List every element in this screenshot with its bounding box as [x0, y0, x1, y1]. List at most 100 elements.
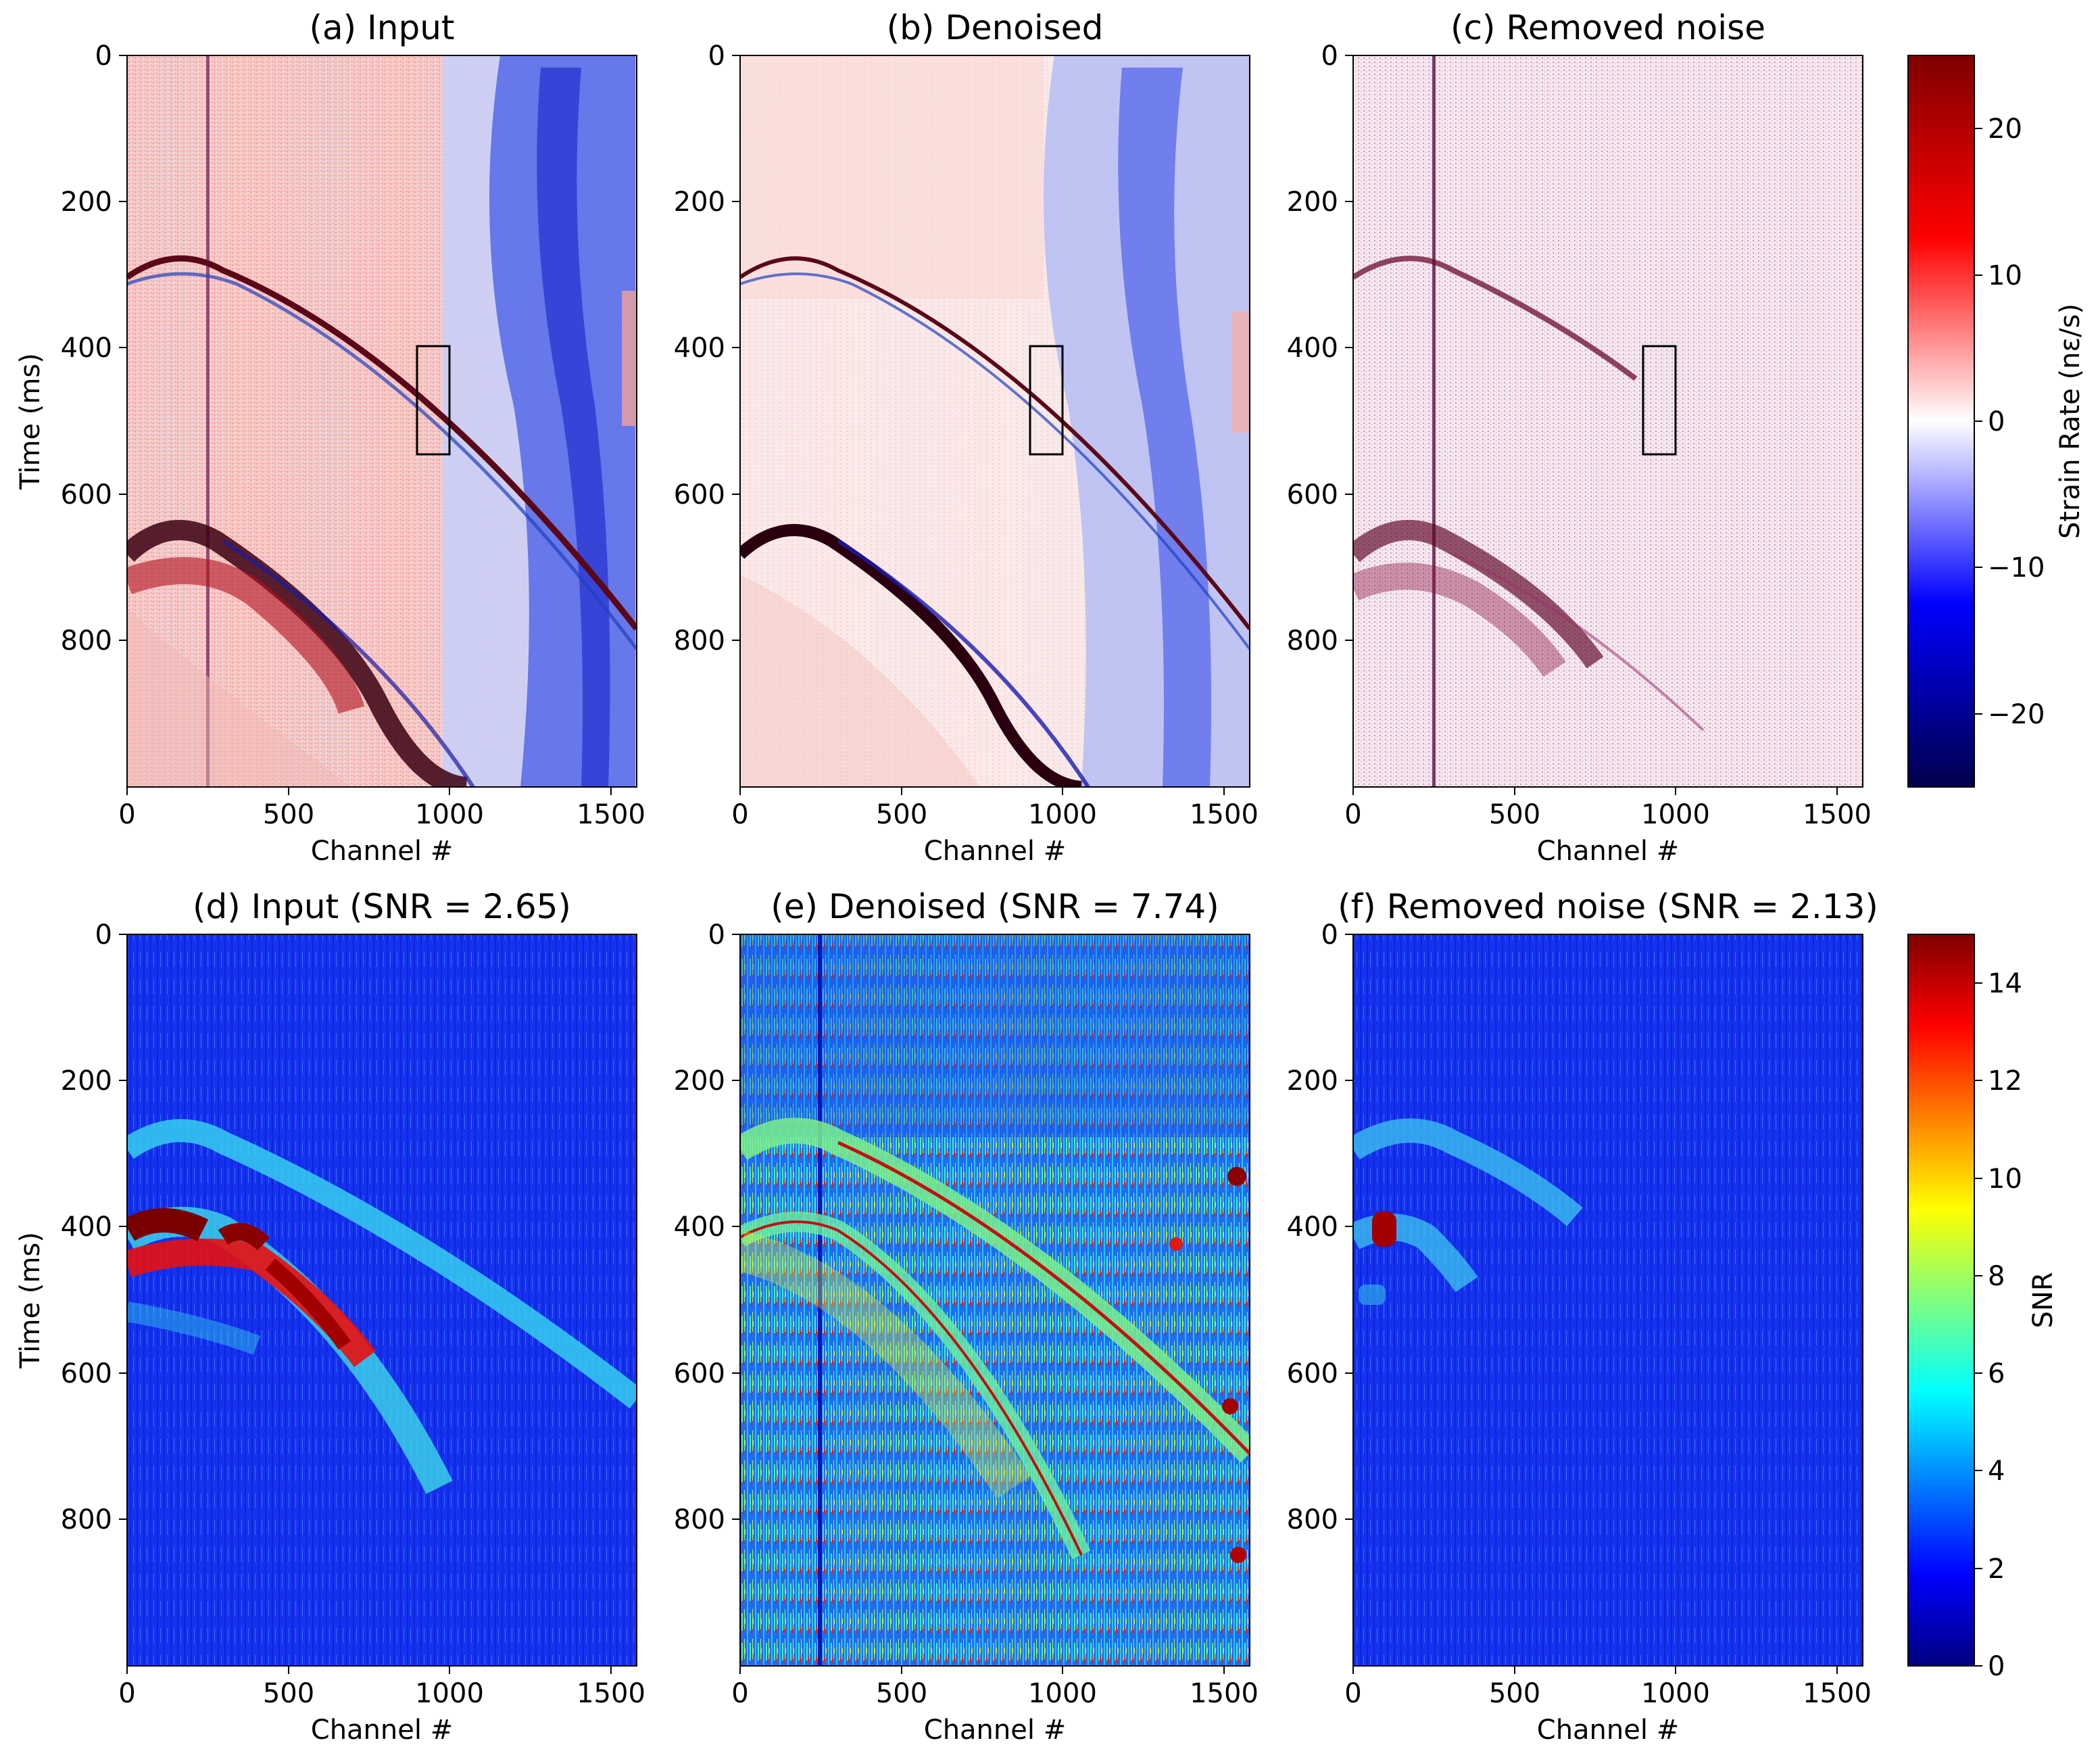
panel-c-ytick-label: 400: [1287, 333, 1338, 364]
panel-a-yticks: 0 200 400 600 800: [61, 41, 127, 656]
panel-b-image: [740, 55, 1250, 787]
panel-f-yticks: 0 200 400 600 800: [1287, 919, 1353, 1535]
panel-a-xtick-label: 1500: [577, 799, 645, 830]
panel-c-ytick-label: 200: [1287, 187, 1338, 218]
panel-c-xticks: 0 500 1000 1500: [1344, 787, 1872, 830]
colorbar-strain-tick-label: 10: [1988, 260, 2022, 291]
panel-b-xtick-label: 0: [731, 799, 748, 830]
panel-b-box: [1029, 345, 1064, 456]
panel-d: (d) Input (SNR = 2.65) Channel # Time (m…: [15, 887, 645, 1746]
panel-f-image: [1353, 934, 1863, 1666]
panel-f-xlabel: Channel #: [1537, 1715, 1679, 1746]
colorbar-strain-tick-label: −20: [1988, 699, 2045, 730]
colorbar-snr-gradient: [1907, 934, 1975, 1667]
panel-d-title: (d) Input (SNR = 2.65): [193, 887, 571, 926]
panel-d-ytick-label: 0: [95, 919, 112, 951]
panel-a-frame: [126, 55, 637, 788]
panel-c-image: [1353, 55, 1863, 787]
panel-e-xlabel: Channel #: [924, 1715, 1066, 1746]
colorbar-snr-label: SNR: [2028, 1272, 2059, 1328]
panel-e-xtick-label: 1000: [1028, 1678, 1097, 1709]
panel-e-frame: [739, 934, 1250, 1667]
panel-e-ytick-label: 0: [708, 919, 725, 951]
panel-c-ytick-label: 800: [1287, 625, 1338, 656]
panel-e-xtick-label: 0: [731, 1678, 748, 1709]
panel-d-ytick-label: 600: [61, 1358, 112, 1389]
panel-f-xtick-label: 1000: [1641, 1678, 1710, 1709]
panel-c-xtick-label: 500: [1489, 799, 1540, 830]
panel-b-xlabel: Channel #: [924, 836, 1066, 867]
panel-c-box: [1642, 345, 1677, 456]
colorbar-strain-ticks: 20 10 0 −10 −20: [1974, 114, 2045, 730]
panel-d-yticks: 0 200 400 600 800: [61, 919, 127, 1535]
panel-c-ytick-label: 600: [1287, 479, 1338, 510]
colorbar-snr-tick-label: 0: [1988, 1651, 2005, 1682]
colorbar-snr-tick-label: 14: [1988, 968, 2022, 999]
panel-d-ytick-label: 400: [61, 1212, 112, 1243]
colorbar-snr: 14 12 10 8 6 4 2 0 SNR: [1907, 934, 2059, 1682]
panel-b-ytick-label: 400: [674, 333, 725, 364]
panel-f-xtick-label: 500: [1489, 1678, 1540, 1709]
colorbar-snr-tick-label: 6: [1988, 1358, 2005, 1389]
colorbar-strain: 20 10 0 −10 −20 Strain Rate (nε/s): [1907, 55, 2086, 788]
panel-e-yticks: 0 200 400 600 800: [674, 919, 740, 1535]
panel-e-ytick-label: 400: [674, 1212, 725, 1243]
panel-d-ylabel: Time (ms): [15, 1232, 46, 1369]
panel-b-ytick-label: 0: [708, 41, 725, 72]
colorbar-strain-tick-label: 0: [1988, 406, 2005, 437]
panel-a-box: [416, 345, 451, 456]
panel-c-xtick-label: 1500: [1803, 799, 1872, 830]
panel-b-yticks: 0 200 400 600 800: [674, 41, 740, 656]
panel-e: (e) Denoised (SNR = 7.74) Channel # 0 50…: [674, 887, 1259, 1746]
panel-b-xtick-label: 500: [876, 799, 927, 830]
panel-f: (f) Removed noise (SNR = 2.13) Channel #…: [1287, 887, 1878, 1746]
panel-a-xtick-label: 1000: [415, 799, 484, 830]
panel-f-xticks: 0 500 1000 1500: [1344, 1666, 1872, 1709]
panel-e-title: (e) Denoised (SNR = 7.74): [771, 887, 1219, 926]
panel-a-ytick-label: 600: [61, 479, 112, 510]
colorbar-snr-tick-label: 4: [1988, 1456, 2005, 1487]
panel-e-ytick-label: 800: [674, 1504, 725, 1535]
panel-a-ytick-label: 400: [61, 333, 112, 364]
panel-a-ytick-label: 0: [95, 41, 112, 72]
panel-a-title: (a) Input: [309, 8, 454, 47]
panel-f-ytick-label: 400: [1287, 1212, 1338, 1243]
panel-b-xtick-label: 1000: [1028, 799, 1097, 830]
colorbar-strain-label: Strain Rate (nε/s): [2055, 304, 2086, 539]
panel-a-xtick-label: 0: [118, 799, 135, 830]
panel-c: (c) Removed noise Channel # 0 500 1000 1…: [1287, 8, 1872, 867]
panel-f-frame: [1352, 934, 1863, 1667]
panel-d-ytick-label: 200: [61, 1066, 112, 1097]
panel-d-xtick-label: 500: [263, 1678, 314, 1709]
panel-c-xtick-label: 1000: [1641, 799, 1710, 830]
panel-f-ytick-label: 800: [1287, 1504, 1338, 1535]
colorbar-snr-tick-label: 10: [1988, 1164, 2022, 1195]
panel-a-ytick-label: 200: [61, 187, 112, 218]
panel-c-xtick-label: 0: [1344, 799, 1361, 830]
panel-e-xticks: 0 500 1000 1500: [731, 1666, 1259, 1709]
panel-d-xticks: 0 500 1000 1500: [118, 1666, 645, 1709]
panel-b-ytick-label: 800: [674, 625, 725, 656]
panel-a-ytick-label: 800: [61, 625, 112, 656]
panel-a: (a) Input Channel # Time (ms) 0 500 1000…: [15, 8, 645, 867]
panel-e-ytick-label: 200: [674, 1066, 725, 1097]
panel-e-image: [740, 934, 1250, 1666]
panel-b-title: (b) Denoised: [887, 8, 1104, 47]
panel-e-xtick-label: 1500: [1190, 1678, 1259, 1709]
panel-b: (b) Denoised Channel # 0 500 1000 1500 0…: [674, 8, 1259, 867]
panel-b-xticks: 0 500 1000 1500: [731, 787, 1259, 830]
panel-a-image: [127, 55, 637, 787]
panel-d-ytick-label: 800: [61, 1504, 112, 1535]
panel-f-ytick-label: 600: [1287, 1358, 1338, 1389]
panel-e-ytick-label: 600: [674, 1358, 725, 1389]
panel-a-xlabel: Channel #: [311, 836, 453, 867]
colorbar-snr-ticks: 14 12 10 8 6 4 2 0: [1974, 968, 2022, 1682]
panel-b-frame: [739, 55, 1250, 788]
colorbar-snr-tick-label: 2: [1988, 1554, 2005, 1585]
panel-d-image: [127, 934, 637, 1666]
panel-c-xlabel: Channel #: [1537, 836, 1679, 867]
panel-b-ytick-label: 600: [674, 479, 725, 510]
panel-d-xtick-label: 1000: [415, 1678, 484, 1709]
panel-b-ytick-label: 200: [674, 187, 725, 218]
